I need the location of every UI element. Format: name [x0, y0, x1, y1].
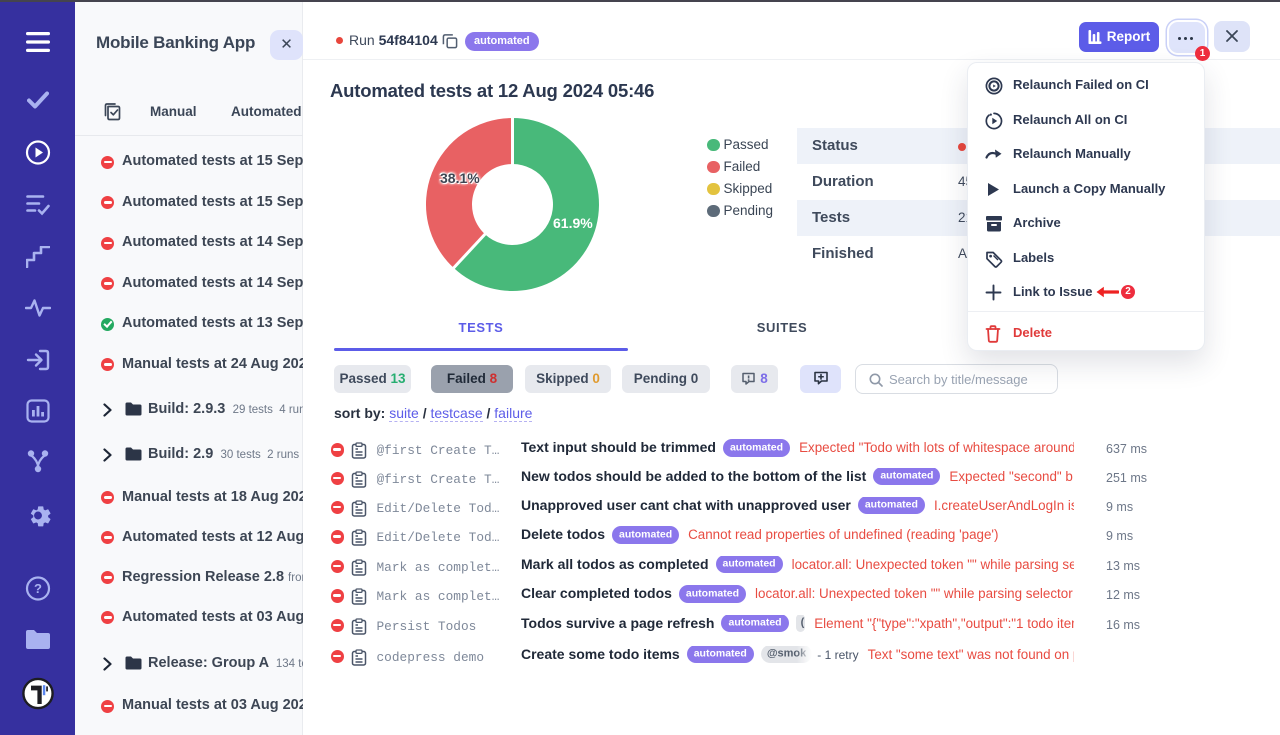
- svg-text:?: ?: [34, 581, 42, 596]
